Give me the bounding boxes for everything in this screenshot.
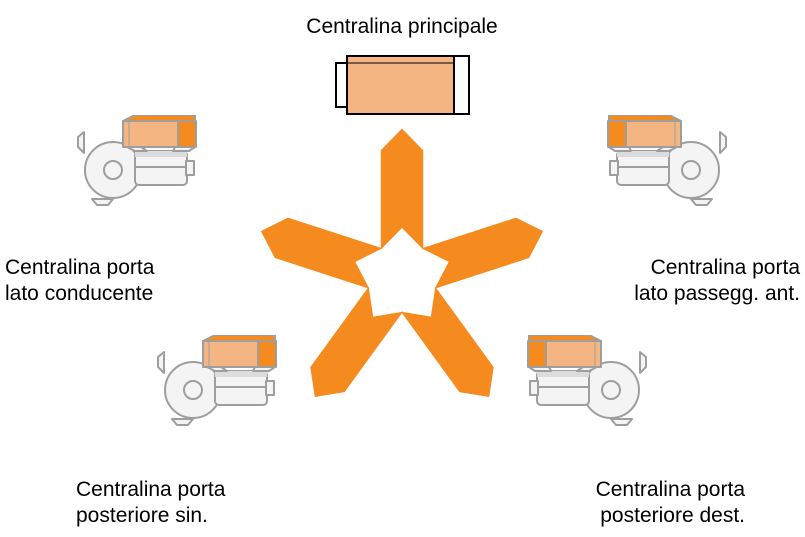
label-passenger-door-l2: lato passegg. ant.: [634, 282, 800, 305]
label-main-ecu-l1: Centralina principale: [306, 15, 497, 38]
label-passenger-door: Centralina porta lato passegg. ant.: [0, 255, 800, 308]
label-main-ecu: Centralina principale: [306, 14, 497, 40]
door-module-driver: [77, 115, 207, 212]
label-rear-right-door-l2: posteriore dest.: [600, 504, 745, 527]
label-rear-right-door-l1: Centralina porta: [596, 478, 745, 501]
label-passenger-door-l1: Centralina porta: [651, 256, 800, 279]
door-module-rearLeft: [157, 335, 287, 432]
door-module-passenger: [597, 115, 727, 212]
label-rear-right-door: Centralina porta posteriore dest.: [0, 477, 745, 530]
main-ecu: [335, 55, 470, 115]
door-module-rearRight: [517, 335, 647, 432]
